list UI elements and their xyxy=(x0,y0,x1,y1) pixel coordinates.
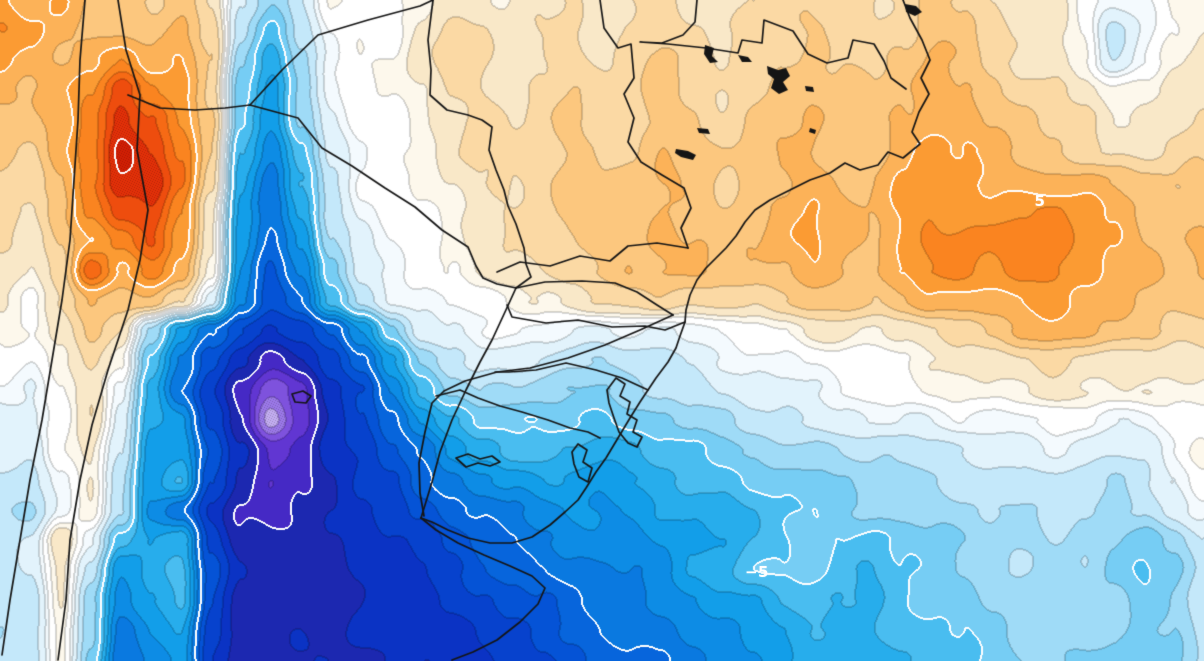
contour-label-minus5: −5 xyxy=(744,563,770,581)
contour-label-plus5: 5 xyxy=(1034,192,1046,210)
